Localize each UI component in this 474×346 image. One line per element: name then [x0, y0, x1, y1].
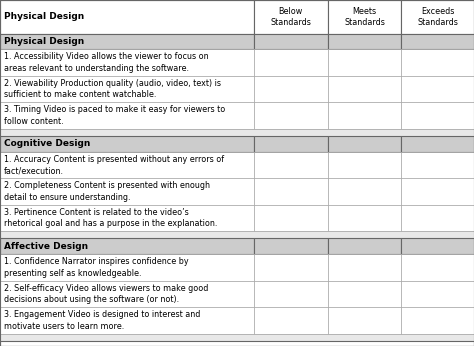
Text: 1. Confidence Narrator inspires confidence by
presenting self as knowledgeable.: 1. Confidence Narrator inspires confiden… — [4, 257, 189, 277]
Text: Physical Design: Physical Design — [4, 37, 84, 46]
Bar — [0, 231, 474, 238]
Bar — [254, 152, 328, 178]
Text: 1. Accessibility Video allows the viewer to focus on
areas relevant to understan: 1. Accessibility Video allows the viewer… — [4, 53, 209, 73]
Bar — [0, 205, 254, 231]
Bar — [328, 136, 401, 152]
Bar — [328, 49, 401, 76]
Bar — [254, 136, 328, 152]
Bar — [0, 49, 254, 76]
Bar — [0, 334, 474, 341]
Bar — [254, 307, 328, 334]
Bar — [254, 178, 328, 205]
Bar — [401, 102, 474, 129]
Text: 3. Timing Video is paced to make it easy for viewers to
follow content.: 3. Timing Video is paced to make it easy… — [4, 106, 225, 126]
Bar — [254, 254, 328, 281]
Bar — [0, 136, 254, 152]
Text: Below
Standards: Below Standards — [270, 7, 311, 27]
Bar — [328, 238, 401, 254]
Bar — [401, 281, 474, 307]
Bar — [254, 0, 328, 34]
Bar — [254, 205, 328, 231]
Bar — [0, 129, 474, 136]
Text: 3. Engagement Video is designed to interest and
motivate users to learn more.: 3. Engagement Video is designed to inter… — [4, 310, 201, 331]
Bar — [328, 152, 401, 178]
Text: Physical Design: Physical Design — [4, 12, 84, 21]
Bar — [401, 34, 474, 49]
Bar — [328, 0, 401, 34]
Bar — [254, 281, 328, 307]
Text: 2. Viewability Production quality (audio, video, text) is
sufficient to make con: 2. Viewability Production quality (audio… — [4, 79, 221, 99]
Bar — [254, 34, 328, 49]
Bar — [0, 341, 474, 346]
Bar — [328, 34, 401, 49]
Bar — [328, 307, 401, 334]
Bar — [401, 152, 474, 178]
Text: 2. Self-efficacy Video allows viewers to make good
decisions about using the sof: 2. Self-efficacy Video allows viewers to… — [4, 284, 209, 304]
Bar — [401, 76, 474, 102]
Bar — [0, 102, 254, 129]
Bar — [328, 281, 401, 307]
Bar — [0, 76, 254, 102]
Bar — [328, 205, 401, 231]
Bar — [0, 238, 254, 254]
Bar — [328, 102, 401, 129]
Bar — [254, 76, 328, 102]
Bar — [254, 49, 328, 76]
Bar — [401, 49, 474, 76]
Bar — [401, 136, 474, 152]
Text: 1. Accuracy Content is presented without any errors of
fact/execution.: 1. Accuracy Content is presented without… — [4, 155, 224, 175]
Text: 3. Pertinence Content is related to the video’s
rhetorical goal and has a purpos: 3. Pertinence Content is related to the … — [4, 208, 218, 228]
Bar — [401, 0, 474, 34]
Bar — [0, 34, 254, 49]
Bar — [0, 152, 254, 178]
Bar — [401, 205, 474, 231]
Bar — [328, 178, 401, 205]
Bar — [0, 0, 254, 34]
Bar — [401, 254, 474, 281]
Bar — [401, 238, 474, 254]
Text: Affective Design: Affective Design — [4, 242, 88, 251]
Bar — [328, 254, 401, 281]
Bar — [401, 307, 474, 334]
Bar — [0, 307, 254, 334]
Bar — [254, 238, 328, 254]
Text: 2. Completeness Content is presented with enough
detail to ensure understanding.: 2. Completeness Content is presented wit… — [4, 181, 210, 202]
Text: Exceeds
Standards: Exceeds Standards — [417, 7, 458, 27]
Bar — [254, 102, 328, 129]
Text: Meets
Standards: Meets Standards — [344, 7, 385, 27]
Bar — [0, 254, 254, 281]
Bar — [328, 76, 401, 102]
Bar — [401, 178, 474, 205]
Text: Cognitive Design: Cognitive Design — [4, 139, 91, 148]
Bar — [0, 178, 254, 205]
Bar — [0, 281, 254, 307]
